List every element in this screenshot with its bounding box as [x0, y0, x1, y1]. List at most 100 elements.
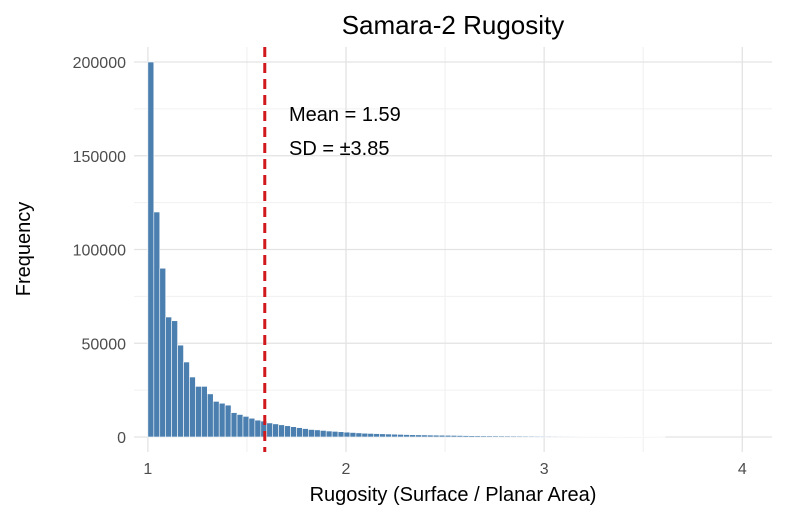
- histogram-bar: [242, 416, 250, 438]
- histogram-bar: [290, 426, 297, 438]
- y-tick-label: 0: [117, 430, 126, 447]
- major-gridlines: [134, 47, 772, 452]
- histogram-bar: [426, 434, 434, 438]
- histogram-bar: [337, 431, 345, 438]
- histogram-bar: [201, 386, 208, 438]
- histogram-bar: [516, 435, 523, 438]
- histogram-bar: [468, 435, 476, 438]
- histogram-bar: [236, 414, 244, 438]
- y-tick-label: 100000: [73, 243, 126, 260]
- histogram-bar: [224, 404, 232, 438]
- y-axis-ticks: 0 50000 100000 150000 200000: [73, 55, 126, 447]
- histogram-bar: [373, 433, 380, 438]
- histogram-bar: [379, 433, 386, 438]
- histogram-bar: [629, 436, 636, 438]
- histogram-bar: [349, 432, 357, 438]
- y-tick-label: 150000: [73, 149, 126, 166]
- x-tick-label: 4: [738, 461, 747, 478]
- histogram-bar: [605, 436, 612, 438]
- histogram-bar: [575, 436, 583, 438]
- histogram-bar: [325, 430, 333, 438]
- histogram-bar: [218, 402, 226, 438]
- histogram-bar: [450, 435, 458, 438]
- histogram-bar: [569, 436, 577, 438]
- histogram-bar: [539, 435, 547, 438]
- histogram-bar: [284, 425, 291, 438]
- y-tick-label: 50000: [82, 336, 127, 353]
- histogram-bar: [599, 436, 606, 438]
- histogram-bar: [403, 434, 410, 438]
- histogram-bar: [617, 436, 624, 438]
- histogram-bar: [634, 436, 642, 438]
- histogram-bar: [415, 434, 422, 438]
- histogram-bar: [640, 436, 648, 438]
- x-tick-label: 3: [540, 461, 549, 478]
- histogram-bar: [230, 412, 238, 438]
- histogram-bar: [486, 435, 493, 438]
- x-axis-ticks: 1 2 3 4: [143, 461, 746, 478]
- histogram-bar: [587, 436, 594, 438]
- histogram-bar: [195, 386, 202, 438]
- histogram-bar: [444, 435, 452, 438]
- histogram-bar: [147, 61, 155, 438]
- chart-title: Samara-2 Rugosity: [342, 10, 565, 40]
- x-axis-title: Rugosity (Surface / Planar Area): [310, 484, 597, 506]
- sd-annotation: SD = ±3.85: [289, 138, 389, 160]
- y-tick-label: 200000: [73, 55, 126, 72]
- histogram-bar: [545, 435, 553, 438]
- histogram-bars: [147, 61, 666, 438]
- histogram-bar: [611, 436, 618, 438]
- histogram-bar: [557, 436, 565, 438]
- histogram-bar: [593, 436, 600, 438]
- histogram-bar: [658, 436, 666, 438]
- histogram-bar: [314, 429, 321, 438]
- histogram-bar: [551, 435, 559, 438]
- histogram-bar: [391, 433, 398, 438]
- mean-annotation: Mean = 1.59: [289, 104, 401, 126]
- histogram-bar: [652, 436, 660, 438]
- histogram-bar: [522, 435, 529, 438]
- x-tick-label: 1: [143, 461, 152, 478]
- histogram-bar: [367, 433, 375, 438]
- histogram-bar: [361, 432, 369, 438]
- y-axis-title: Frequency: [13, 202, 35, 297]
- histogram-bar: [409, 434, 416, 438]
- histogram-bar: [319, 430, 327, 438]
- histogram-bar: [510, 435, 517, 438]
- histogram-bar: [420, 434, 428, 438]
- histogram-bar: [498, 435, 505, 438]
- histogram-bar: [165, 316, 172, 438]
- histogram-bar: [343, 431, 351, 438]
- histogram-bar: [302, 428, 309, 438]
- histogram-bar: [189, 376, 196, 438]
- histogram-bar: [308, 429, 315, 438]
- histogram-bar: [533, 435, 541, 438]
- histogram-bar: [183, 361, 190, 438]
- histogram-bar: [207, 393, 214, 438]
- histogram-bar: [527, 435, 535, 438]
- histogram-bar: [456, 435, 464, 438]
- histogram-bar: [254, 419, 262, 438]
- histogram-bar: [432, 434, 440, 438]
- histogram-bar: [212, 401, 220, 438]
- histogram-bar: [296, 427, 303, 438]
- x-tick-label: 2: [342, 461, 351, 478]
- histogram-bar: [331, 431, 339, 438]
- histogram-bar: [272, 423, 279, 438]
- histogram-bar: [355, 432, 363, 438]
- histogram-bar: [474, 435, 482, 438]
- histogram-bar: [153, 211, 161, 438]
- histogram-bar: [397, 434, 404, 438]
- histogram-bar: [480, 435, 487, 438]
- histogram-bar: [646, 436, 654, 438]
- histogram-bar: [159, 267, 167, 438]
- histogram-bar: [581, 436, 589, 438]
- histogram-bar: [177, 344, 184, 438]
- histogram-bar: [385, 433, 392, 438]
- histogram-bar: [438, 434, 446, 438]
- histogram-bar: [171, 320, 178, 438]
- histogram-bar: [504, 435, 511, 438]
- histogram-bar: [248, 417, 256, 438]
- histogram-bar: [462, 435, 470, 438]
- histogram-bar: [563, 436, 571, 438]
